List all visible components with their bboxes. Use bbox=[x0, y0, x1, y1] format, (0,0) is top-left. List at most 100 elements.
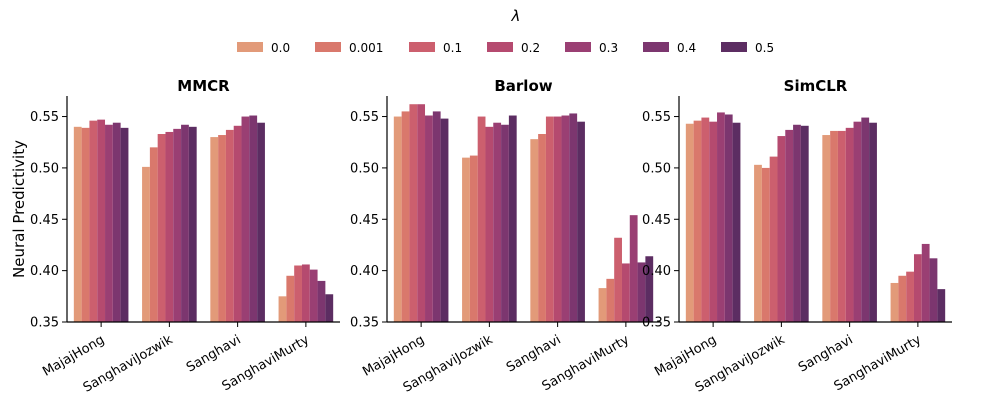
y-tick-label: 0.40 bbox=[350, 264, 379, 279]
legend-swatch bbox=[409, 42, 435, 52]
bar bbox=[785, 129, 794, 322]
bar bbox=[709, 121, 718, 323]
bar bbox=[462, 157, 470, 322]
bar bbox=[97, 119, 106, 322]
bar bbox=[89, 120, 98, 323]
y-tick-label: 0.50 bbox=[350, 161, 379, 176]
legend-label: 0.4 bbox=[677, 41, 696, 55]
chart-panels: MMCR0.350.400.450.500.55MajajHongSanghav… bbox=[30, 77, 952, 395]
bar bbox=[629, 215, 638, 322]
bar bbox=[309, 269, 318, 322]
y-tick-label: 0.45 bbox=[350, 213, 379, 228]
y-tick-label: 0.45 bbox=[642, 213, 671, 228]
bar bbox=[830, 130, 838, 322]
legend-label: 0.5 bbox=[755, 41, 774, 55]
bar bbox=[477, 116, 486, 322]
bar bbox=[921, 243, 930, 322]
y-tick-label: 0.35 bbox=[350, 316, 379, 331]
bar bbox=[317, 280, 326, 322]
bar bbox=[425, 115, 433, 323]
bar bbox=[569, 113, 578, 323]
bar bbox=[409, 104, 418, 322]
bar bbox=[822, 135, 831, 322]
bar bbox=[732, 122, 741, 323]
panel-title: Barlow bbox=[494, 77, 552, 95]
legend-title: λ bbox=[511, 7, 521, 25]
bar bbox=[754, 164, 762, 322]
bar bbox=[906, 271, 914, 322]
bar bbox=[278, 296, 287, 322]
bar bbox=[440, 118, 449, 322]
legend: 0.0 0.001 0.1 0.2 0.3 0.4 0.5 bbox=[237, 41, 774, 55]
legend-label: 0.1 bbox=[443, 41, 462, 55]
y-tick-label: 0.45 bbox=[30, 213, 59, 228]
bar bbox=[685, 123, 694, 323]
bar bbox=[165, 131, 174, 322]
bar bbox=[105, 124, 113, 322]
bar bbox=[218, 135, 226, 322]
bar bbox=[761, 167, 770, 322]
bar bbox=[538, 134, 546, 322]
legend-swatch bbox=[643, 42, 669, 52]
bar bbox=[73, 126, 82, 322]
bar bbox=[120, 127, 129, 322]
y-tick-label: 0.55 bbox=[350, 110, 379, 125]
y-tick-label: 0.35 bbox=[30, 316, 59, 331]
legend-label: 0.3 bbox=[599, 41, 618, 55]
bar bbox=[157, 134, 166, 322]
bar bbox=[432, 111, 441, 322]
bar bbox=[81, 127, 90, 322]
y-tick-label: 0.40 bbox=[30, 264, 59, 279]
bar bbox=[614, 237, 622, 322]
bar bbox=[701, 117, 710, 322]
bar bbox=[853, 121, 862, 323]
bar bbox=[637, 262, 646, 322]
bar bbox=[173, 128, 182, 322]
bar bbox=[793, 124, 801, 322]
bar bbox=[417, 104, 426, 322]
y-tick-label: 0.55 bbox=[30, 110, 59, 125]
bar bbox=[257, 122, 265, 323]
bar bbox=[501, 124, 509, 322]
bar bbox=[606, 278, 615, 322]
y-axis-label: Neural Predictivity bbox=[10, 140, 28, 278]
legend-swatch bbox=[487, 42, 513, 52]
chart-panel: SimCLR0.350.400.450.500.55MajajHongSangh… bbox=[642, 77, 952, 395]
bar bbox=[241, 116, 250, 322]
bar bbox=[577, 121, 585, 323]
bar bbox=[325, 294, 334, 322]
bar bbox=[233, 125, 242, 322]
bar bbox=[717, 112, 725, 322]
bar bbox=[769, 156, 778, 322]
bar bbox=[898, 275, 907, 322]
x-tick-label: Sanghavi bbox=[504, 332, 564, 375]
bar bbox=[598, 288, 607, 322]
bar bbox=[301, 264, 310, 322]
bar bbox=[693, 120, 702, 323]
bar bbox=[469, 155, 478, 322]
bar bbox=[937, 289, 946, 322]
chart-panel: Barlow0.350.400.450.500.55MajajHongSangh… bbox=[350, 77, 660, 395]
bar bbox=[142, 166, 150, 322]
y-tick-label: 0.50 bbox=[642, 161, 671, 176]
bar bbox=[837, 130, 846, 322]
legend-swatch bbox=[237, 42, 263, 52]
bar bbox=[845, 127, 854, 322]
bar bbox=[493, 122, 502, 323]
legend-label: 0.0 bbox=[271, 41, 290, 55]
bar bbox=[112, 122, 121, 323]
bar bbox=[929, 258, 938, 322]
bar bbox=[393, 116, 402, 322]
bar bbox=[401, 111, 410, 322]
panel-title: SimCLR bbox=[784, 77, 848, 95]
bar bbox=[294, 265, 302, 322]
bar bbox=[913, 254, 922, 322]
bar bbox=[545, 116, 554, 322]
y-tick-label: 0.55 bbox=[642, 110, 671, 125]
panel-title: MMCR bbox=[177, 77, 230, 95]
bar bbox=[530, 139, 539, 322]
y-tick-label: 0.40 bbox=[642, 264, 671, 279]
bar bbox=[210, 137, 219, 322]
chart-panel: MMCR0.350.400.450.500.55MajajHongSanghav… bbox=[30, 77, 340, 395]
